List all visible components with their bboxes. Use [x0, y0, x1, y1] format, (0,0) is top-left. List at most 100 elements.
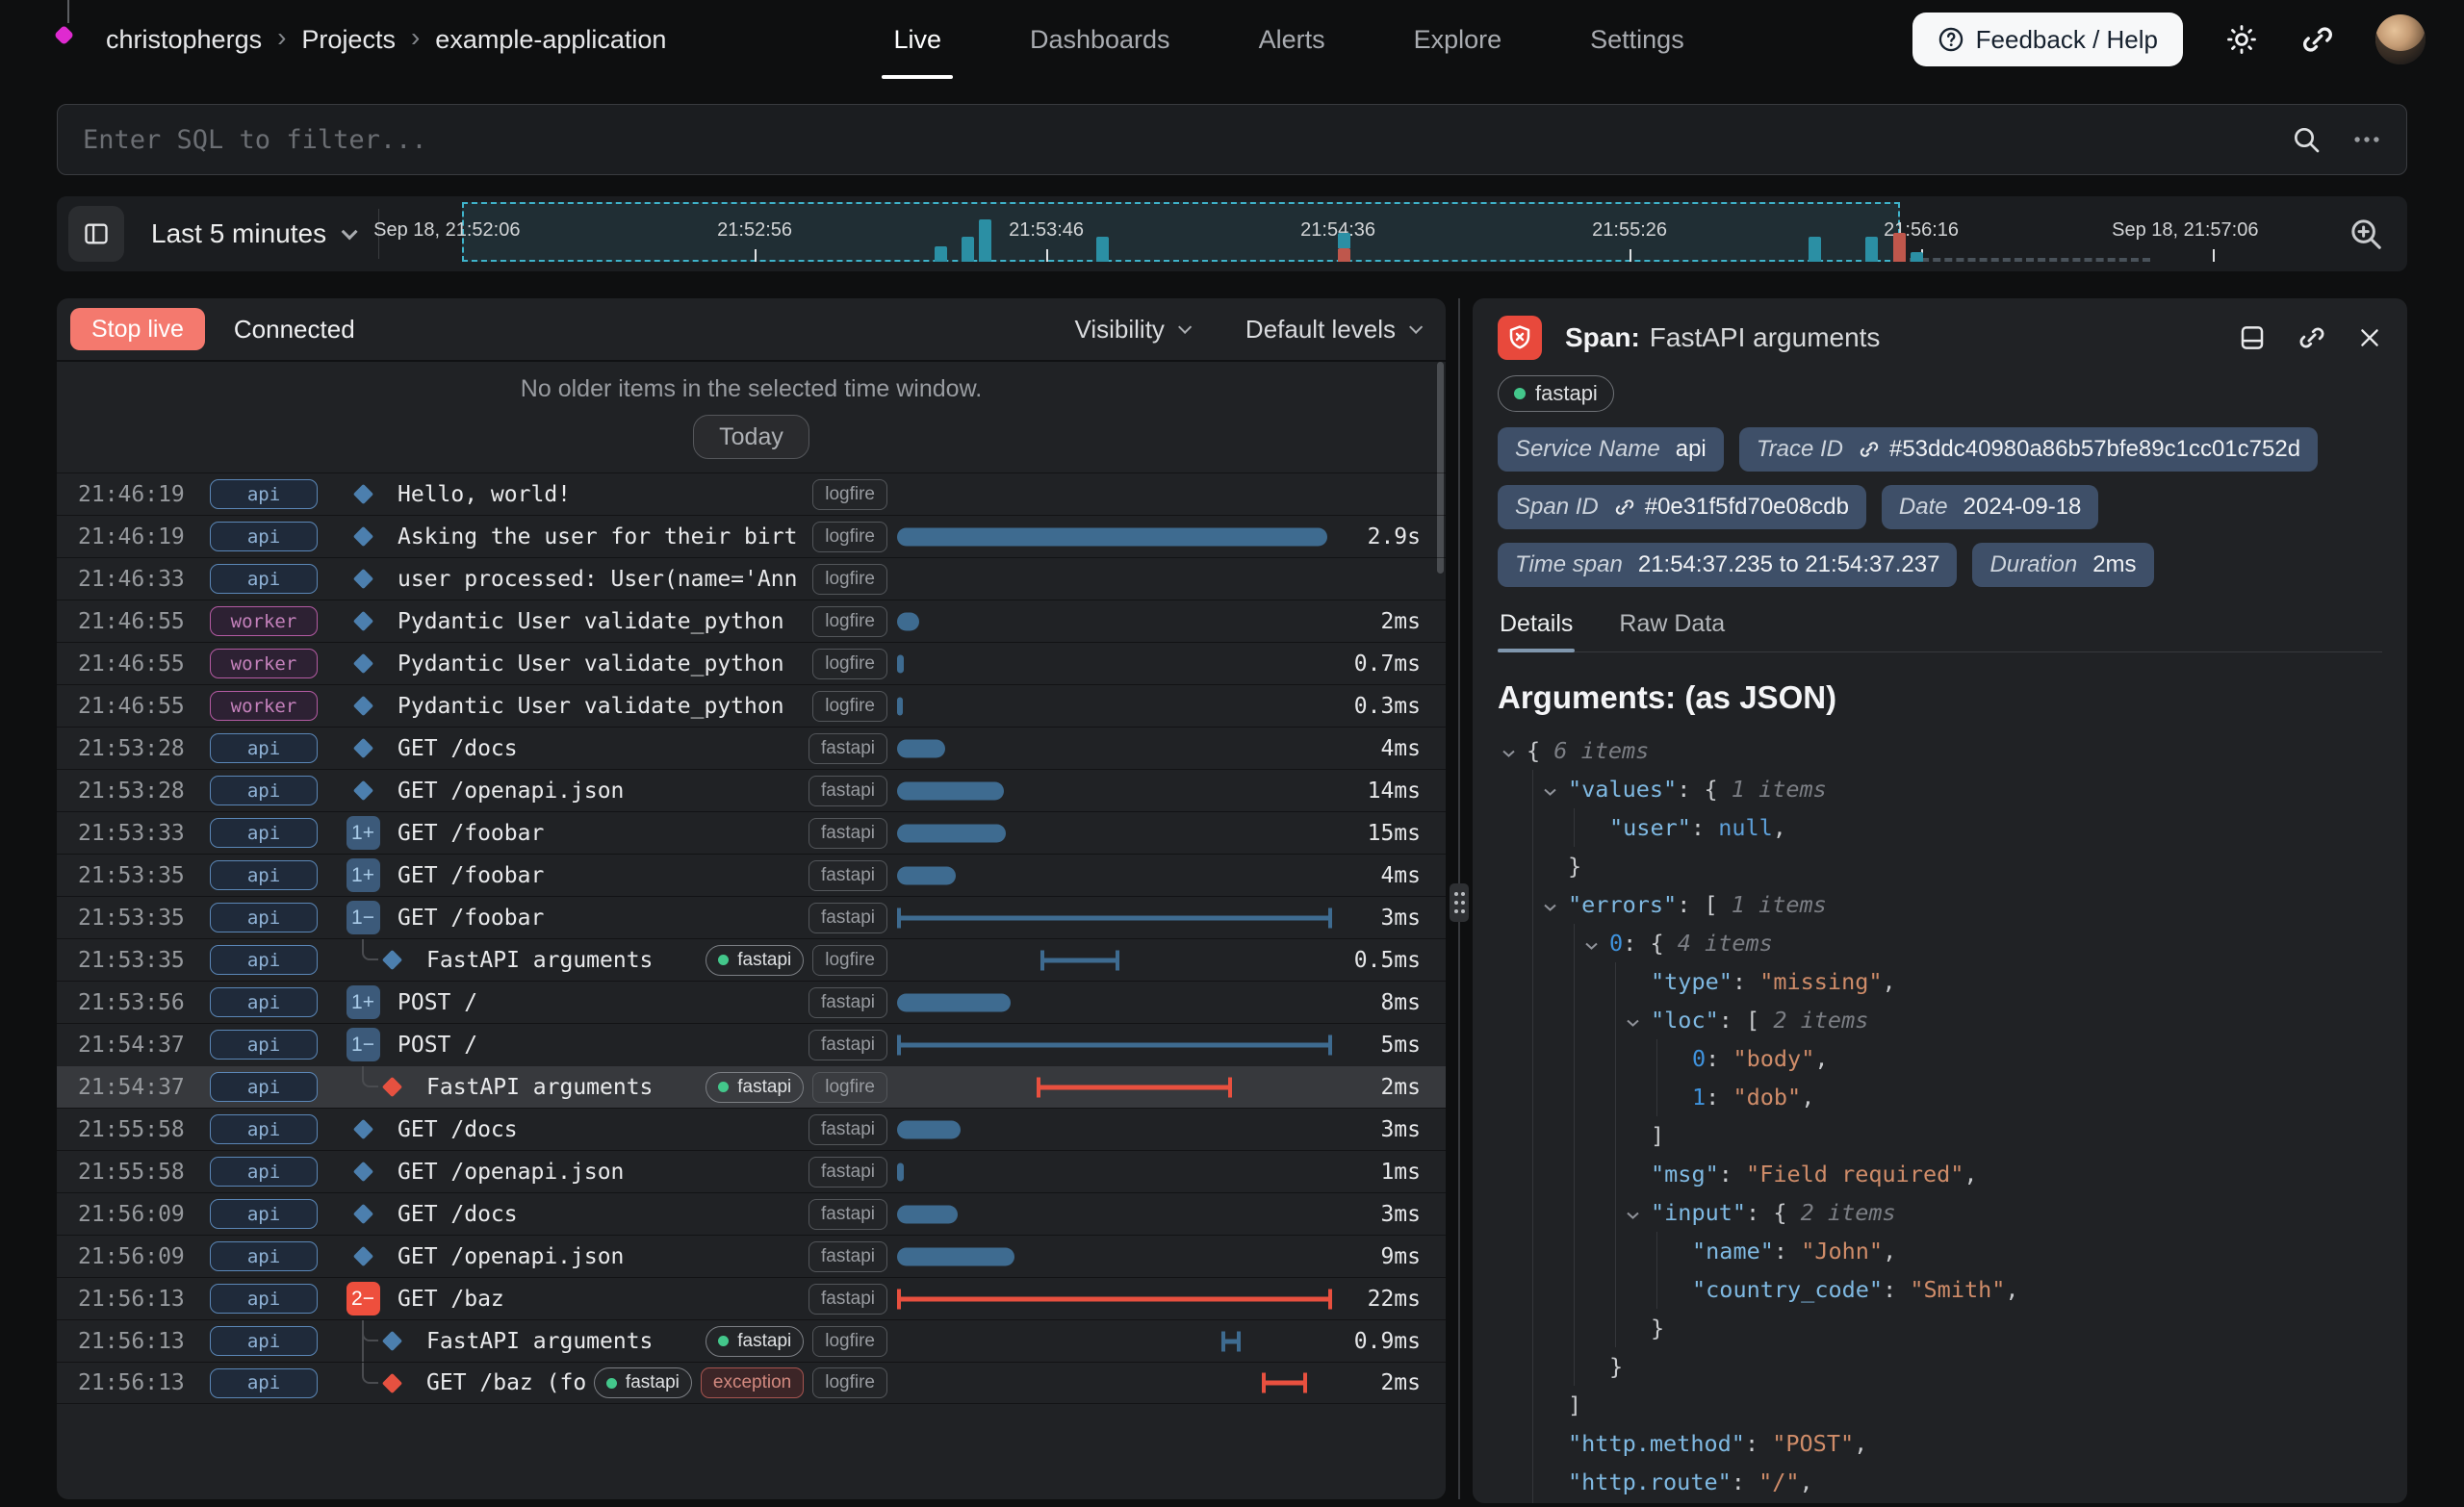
timeline-histogram[interactable]: Sep 18, 21:52:06Sep 18, 21:57:0621:52:56… — [393, 196, 2336, 271]
trace-row[interactable]: 21:56:09apiGET /docsfastapi3ms — [57, 1192, 1446, 1235]
children-toggle-badge[interactable]: 1+ — [346, 985, 380, 1019]
json-token-brace: : — [1883, 1276, 1910, 1303]
duration-bar-area — [897, 1066, 1332, 1108]
trace-row[interactable]: 21:53:35apiFastAPI argumentsfastapilogfi… — [57, 938, 1446, 981]
resizer-grip-icon[interactable] — [1450, 883, 1469, 922]
trace-row[interactable]: 21:56:13apiGET /baz (fofastapiexceptionl… — [57, 1362, 1446, 1404]
trace-row[interactable]: 21:46:33apiuser processed: User(name='An… — [57, 557, 1446, 600]
row-tag-logfire: logfire — [812, 564, 887, 595]
json-line: "country_code": "Smith", — [1498, 1270, 2382, 1309]
row-message: GET /openapi.json — [398, 779, 808, 804]
json-line: "user": null, — [1498, 808, 2382, 847]
dock-panel-icon[interactable] — [2238, 323, 2267, 352]
nav-tab-live[interactable]: Live — [849, 0, 986, 79]
visibility-dropdown[interactable]: Visibility — [1068, 314, 1193, 345]
row-message: GET /docs — [398, 1202, 808, 1227]
tab-raw-data[interactable]: Raw Data — [1617, 610, 1727, 651]
collapse-chevron-icon[interactable] — [1543, 903, 1568, 912]
children-toggle-badge[interactable]: 1+ — [346, 858, 380, 892]
children-toggle-badge[interactable]: 1+ — [346, 816, 380, 850]
trace-row[interactable]: 21:46:19apiHello, world!logfire — [57, 473, 1446, 515]
json-token-str: "John" — [1801, 1238, 1883, 1264]
stop-live-button[interactable]: Stop live — [70, 308, 205, 350]
tab-details[interactable]: Details — [1498, 610, 1575, 651]
default-levels-dropdown[interactable]: Default levels — [1240, 314, 1424, 345]
children-toggle-badge[interactable]: 1− — [346, 1028, 380, 1061]
trace-row[interactable]: 21:56:09apiGET /openapi.jsonfastapi9ms — [57, 1235, 1446, 1277]
nav-tab-alerts[interactable]: Alerts — [1215, 0, 1370, 79]
children-toggle-badge[interactable]: 1− — [346, 901, 380, 934]
panel-resizer[interactable] — [1446, 298, 1473, 1503]
metadata-pill: Span ID#0e31f5fd70e08cdb — [1498, 485, 1866, 529]
metadata-pill: Time span21:54:37.235 to 21:54:37.237 — [1498, 543, 1957, 587]
duration-bar — [1037, 1077, 1232, 1097]
collapse-chevron-icon[interactable] — [1626, 1018, 1651, 1028]
service-tag-api: api — [210, 903, 318, 932]
trace-row[interactable]: 21:54:37api1−POST /fastapi5ms — [57, 1023, 1446, 1065]
trace-row[interactable]: 21:53:28apiGET /openapi.jsonfastapi14ms — [57, 769, 1446, 811]
row-duration: 15ms — [1332, 821, 1446, 846]
children-toggle-badge[interactable]: 2− — [346, 1282, 380, 1315]
trace-row[interactable]: 21:53:35api1+GET /foobarfastapi4ms — [57, 854, 1446, 896]
timeline-selection[interactable] — [462, 202, 1900, 262]
trace-row[interactable]: 21:46:55workerPydantic User validate_pyt… — [57, 600, 1446, 642]
timeline-zoom-button[interactable] — [2336, 206, 2396, 262]
fastapi-tag[interactable]: fastapi — [1498, 375, 1614, 412]
trace-row[interactable]: 21:46:55workerPydantic User validate_pyt… — [57, 642, 1446, 684]
trace-row[interactable]: 21:53:56api1+POST /fastapi8ms — [57, 981, 1446, 1023]
trace-row[interactable]: 21:55:58apiGET /openapi.jsonfastapi1ms — [57, 1150, 1446, 1192]
row-timestamp: 21:55:58 — [57, 1117, 192, 1142]
trace-row[interactable]: 21:56:13api2−GET /bazfastapi22ms — [57, 1277, 1446, 1319]
json-token-key: "msg" — [1651, 1161, 1719, 1188]
time-range-dropdown[interactable]: Last 5 minutes — [151, 218, 353, 249]
more-options-icon[interactable] — [2350, 123, 2383, 156]
trace-row[interactable]: 21:53:28apiGET /docsfastapi4ms — [57, 727, 1446, 769]
close-icon[interactable] — [2357, 325, 2382, 350]
duration-bar — [897, 824, 1006, 842]
trace-row[interactable]: 21:46:19apiAsking the user for their bir… — [57, 515, 1446, 557]
search-icon[interactable] — [2291, 124, 2322, 155]
metadata-label: Service Name — [1515, 436, 1660, 463]
copy-link-icon[interactable] — [2297, 323, 2326, 352]
theme-toggle-icon[interactable] — [2223, 21, 2260, 58]
histogram-bar — [1911, 252, 1923, 262]
feedback-help-button[interactable]: Feedback / Help — [1912, 13, 2183, 66]
nav-tab-settings[interactable]: Settings — [1546, 0, 1729, 79]
link-icon[interactable] — [1859, 439, 1880, 460]
collapse-chevron-icon[interactable] — [1584, 941, 1609, 951]
row-message: user processed: User(name='Ann — [398, 567, 812, 592]
breadcrumb-item[interactable]: Projects — [301, 25, 396, 55]
trace-row[interactable]: 21:55:58apiGET /docsfastapi3ms — [57, 1108, 1446, 1150]
histogram-bar — [1893, 233, 1906, 262]
duration-bar-area — [897, 1193, 1332, 1235]
trace-row[interactable]: 21:53:35api1−GET /foobarfastapi3ms — [57, 896, 1446, 938]
breadcrumb-item[interactable]: christophergs — [106, 25, 262, 55]
indent-guide — [1532, 1039, 1533, 1078]
share-link-icon[interactable] — [2300, 22, 2335, 57]
timeline-tick-mark — [755, 249, 757, 262]
trace-row[interactable]: 21:56:13apiFastAPI argumentsfastapilogfi… — [57, 1319, 1446, 1362]
sidebar-toggle-button[interactable] — [68, 206, 124, 262]
row-timestamp: 21:56:13 — [57, 1370, 192, 1395]
today-button[interactable]: Today — [693, 415, 809, 459]
json-token-brace: : { — [1623, 930, 1678, 957]
row-timestamp: 21:53:35 — [57, 863, 192, 888]
collapse-chevron-icon[interactable] — [1543, 787, 1568, 797]
collapse-chevron-icon[interactable] — [1626, 1211, 1651, 1220]
json-token-key: "country_code" — [1692, 1276, 1883, 1303]
link-icon[interactable] — [1614, 497, 1635, 518]
user-avatar[interactable] — [2375, 14, 2426, 64]
span-diamond-icon-blue — [352, 1162, 372, 1182]
trace-row[interactable]: 21:54:37apiFastAPI argumentsfastapilogfi… — [57, 1065, 1446, 1108]
sql-filter-input[interactable] — [81, 124, 2291, 156]
service-tag-api: api — [210, 564, 318, 594]
breadcrumb-item[interactable]: example-application — [435, 25, 666, 55]
trace-row[interactable]: 21:46:55workerPydantic User validate_pyt… — [57, 684, 1446, 727]
indent-guide — [1532, 1078, 1533, 1116]
nav-tab-dashboards[interactable]: Dashboards — [986, 0, 1215, 79]
collapse-chevron-icon[interactable] — [1502, 749, 1527, 758]
nav-tab-explore[interactable]: Explore — [1370, 0, 1547, 79]
json-token-brace: : — [1719, 1161, 1746, 1188]
timeline-tick-label: 21:52:56 — [717, 219, 792, 242]
trace-row[interactable]: 21:53:33api1+GET /foobarfastapi15ms — [57, 811, 1446, 854]
